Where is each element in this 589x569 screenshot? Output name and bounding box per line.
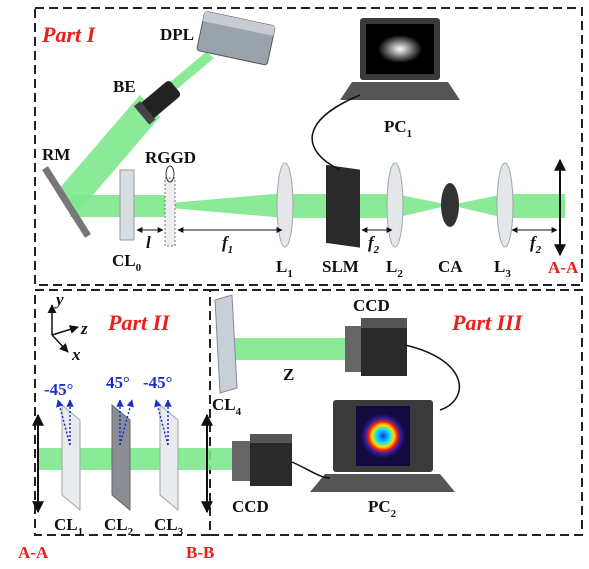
cable — [312, 95, 360, 170]
label-sub: 3 — [178, 526, 184, 538]
label: PC2 — [368, 497, 397, 520]
label: SLM — [322, 257, 359, 276]
laptop — [310, 400, 455, 492]
beam — [232, 338, 347, 360]
label-text: CL — [154, 515, 178, 534]
label: RM — [42, 145, 70, 164]
label-text: L — [386, 257, 397, 276]
label-text: L — [494, 257, 505, 276]
label-sub: 3 — [505, 268, 511, 280]
cylindrical-lens — [160, 405, 178, 510]
part-label: Part I — [41, 22, 97, 47]
angle-label: -45° — [143, 373, 172, 392]
label: CCD — [353, 296, 390, 315]
label-text: CL — [112, 251, 136, 270]
label-text: CL — [212, 395, 236, 414]
label: L3 — [494, 257, 511, 280]
label: CA — [438, 257, 463, 276]
label-sub: 0 — [136, 262, 142, 274]
label-text: PC — [384, 117, 407, 136]
lens — [120, 170, 134, 240]
label-sub: 2 — [535, 244, 542, 256]
camera — [345, 318, 407, 376]
label: Z — [283, 365, 294, 384]
label-sub: 2 — [128, 526, 134, 538]
beam — [505, 194, 565, 218]
plane-label: A-A — [18, 543, 49, 562]
label: PC1 — [384, 117, 412, 140]
label: RGGD — [145, 148, 196, 167]
laptop — [340, 18, 460, 100]
label-text: CL — [54, 515, 78, 534]
label-text: CL — [104, 515, 128, 534]
label-sub: 1 — [287, 268, 293, 280]
label: L2 — [386, 257, 403, 280]
label-sub: 2 — [397, 268, 403, 280]
axis-label: x — [71, 345, 81, 364]
angle-label: -45° — [44, 380, 73, 399]
angle-label: 45° — [106, 373, 130, 392]
lens — [387, 163, 403, 247]
lens — [277, 163, 293, 247]
beam — [170, 193, 285, 218]
lens — [497, 163, 513, 247]
slm — [326, 165, 360, 248]
label: CL3 — [154, 515, 184, 538]
label-sub: 1 — [407, 128, 413, 140]
label: f1 — [222, 233, 233, 256]
label: DPL — [160, 25, 194, 44]
label: BE — [113, 77, 136, 96]
label: f2 — [368, 233, 380, 256]
label: l — [146, 233, 151, 252]
label-text: L — [276, 257, 287, 276]
cylindrical-lens — [215, 295, 237, 393]
setup-diagram: Part I Part II Part III DPL BE RM RGGD P… — [0, 0, 589, 569]
camera — [232, 434, 292, 486]
part-label: Part III — [451, 310, 524, 335]
cylindrical-lens — [112, 405, 130, 510]
part-label: Part II — [107, 310, 171, 335]
axis-label: z — [80, 319, 88, 338]
label-sub: 4 — [236, 406, 242, 418]
label-sub: 1 — [78, 526, 84, 538]
label: L1 — [276, 257, 293, 280]
label: CL4 — [212, 395, 242, 418]
label-text: PC — [368, 497, 391, 516]
label-sub: 2 — [373, 244, 380, 256]
plane-label: B-B — [186, 543, 214, 562]
label-sub: 1 — [228, 244, 234, 256]
label-sub: 2 — [391, 508, 397, 520]
label: f2 — [530, 233, 542, 256]
diffuser — [165, 178, 175, 246]
cylindrical-lens — [62, 405, 80, 510]
plane-label: A-A — [548, 258, 579, 277]
label: CCD — [232, 497, 269, 516]
axis-label: y — [54, 290, 64, 309]
aperture — [441, 183, 459, 227]
label: CL0 — [112, 251, 142, 274]
